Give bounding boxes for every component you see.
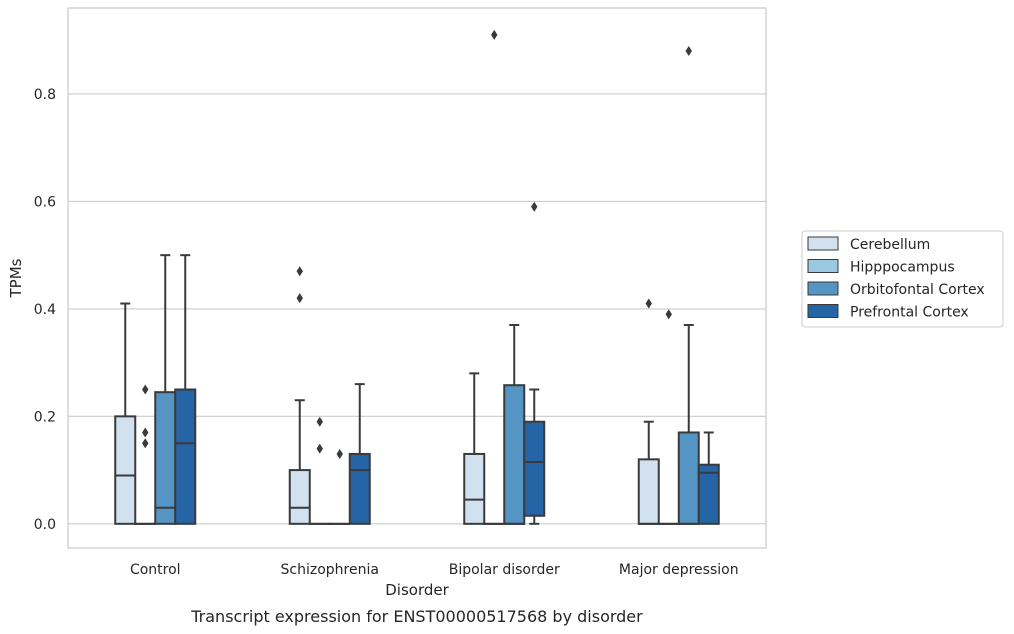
box-hipppocampus xyxy=(657,309,680,525)
plot-area-frame xyxy=(67,7,767,549)
outlier-marker xyxy=(142,384,149,395)
box-body xyxy=(154,391,177,525)
legend-swatch xyxy=(807,281,839,296)
legend: Cerebellum Hipppocampus Orbitofontal Corte… xyxy=(801,230,1004,328)
outlier-marker xyxy=(142,427,149,438)
box-cerebellum xyxy=(637,298,660,525)
legend-label: Orbitofontal Cortex xyxy=(850,282,985,298)
box-body xyxy=(348,452,371,525)
outlier-marker xyxy=(296,266,303,277)
legend-frame xyxy=(801,230,1004,328)
box-prefrontal-cortex xyxy=(523,201,546,525)
legend-swatch xyxy=(807,236,839,251)
outlier-marker xyxy=(296,293,303,304)
box-prefrontal-cortex xyxy=(174,254,197,525)
y-axis-label: TPMs xyxy=(7,258,25,298)
box-body xyxy=(697,463,720,525)
legend-label: Prefrontal Cortex xyxy=(850,305,969,321)
outlier-marker xyxy=(316,443,323,454)
outlier-marker xyxy=(491,29,498,40)
y-tick-label: 0.8 xyxy=(34,87,56,103)
legend-label: Hipppocampus xyxy=(850,260,955,276)
boxes-layer xyxy=(114,29,720,525)
box-orbitofontal-cortex xyxy=(154,254,177,525)
box-hipppocampus xyxy=(134,384,157,525)
box-cerebellum xyxy=(288,266,311,525)
outlier-marker xyxy=(531,201,538,212)
outlier-marker xyxy=(665,309,672,320)
box-body xyxy=(463,452,486,525)
box-body xyxy=(174,388,197,525)
box-body xyxy=(677,431,700,525)
outlier-marker xyxy=(336,448,343,459)
outlier-marker xyxy=(142,438,149,449)
y-axis-ticks: 0.0 0.2 0.4 0.6 0.8 xyxy=(34,87,56,533)
box-body xyxy=(503,384,526,525)
box-prefrontal-cortex xyxy=(697,431,720,525)
y-tick-label: 0.6 xyxy=(34,194,56,210)
box-cerebellum xyxy=(114,302,137,525)
legend-swatch xyxy=(807,304,839,318)
x-tick-label: Major depression xyxy=(619,562,739,578)
x-axis-ticks: Control Schizophrenia Bipolar disorder Majo… xyxy=(130,562,739,578)
x-axis-label: Disorder xyxy=(385,581,449,599)
x-tick-label: Control xyxy=(130,562,181,578)
y-tick-label: 0.2 xyxy=(34,409,56,425)
chart-caption: Transcript expression for ENST0000051756… xyxy=(190,607,643,626)
box-orbitofontal-cortex xyxy=(677,45,700,525)
box-orbitofontal-cortex xyxy=(328,448,351,525)
box-body xyxy=(114,415,137,525)
x-tick-label: Schizophrenia xyxy=(281,562,379,578)
box-body xyxy=(637,458,660,525)
y-tick-label: 0.0 xyxy=(34,517,56,533)
box-body xyxy=(523,420,546,517)
legend-label: Cerebellum xyxy=(850,237,930,253)
box-prefrontal-cortex xyxy=(348,383,371,525)
outlier-marker xyxy=(645,298,652,309)
box-hipppocampus xyxy=(308,416,331,525)
box-hipppocampus xyxy=(483,29,506,525)
box-cerebellum xyxy=(463,372,486,525)
outlier-marker xyxy=(316,416,323,427)
x-tick-label: Bipolar disorder xyxy=(449,562,560,578)
legend-swatch xyxy=(807,259,839,273)
outlier-marker xyxy=(685,45,692,56)
box-orbitofontal-cortex xyxy=(503,324,526,525)
box-body xyxy=(288,469,311,525)
y-tick-label: 0.4 xyxy=(34,302,56,318)
